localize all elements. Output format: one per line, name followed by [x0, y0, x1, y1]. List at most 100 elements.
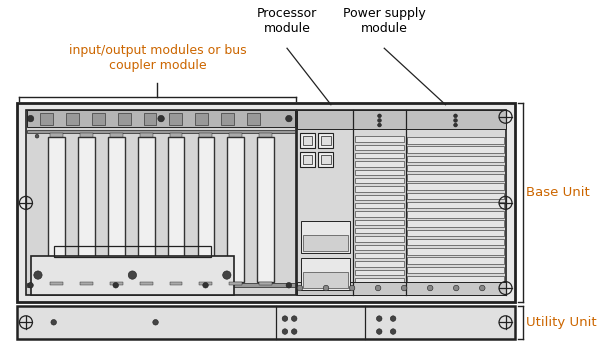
Circle shape [153, 320, 158, 325]
Circle shape [297, 285, 303, 291]
Circle shape [349, 285, 355, 291]
Bar [355, 161, 404, 167]
Bar [355, 178, 404, 184]
Bar [50, 133, 63, 137]
Bar [66, 113, 79, 125]
Bar [355, 269, 404, 275]
Bar [53, 246, 211, 257]
Bar [49, 137, 65, 282]
Bar [27, 130, 295, 133]
Bar [259, 133, 272, 137]
Circle shape [292, 329, 297, 334]
Bar [199, 282, 212, 285]
Bar [229, 133, 242, 137]
Bar [407, 257, 503, 264]
Bar [140, 282, 152, 285]
Bar [355, 136, 404, 142]
Bar [40, 113, 53, 125]
Text: Power supply
module: Power supply module [343, 7, 425, 35]
Bar [355, 219, 404, 225]
Circle shape [35, 134, 39, 138]
Bar [196, 113, 208, 125]
Bar [407, 285, 503, 292]
Circle shape [454, 123, 457, 127]
Bar [355, 144, 404, 150]
Circle shape [28, 115, 34, 122]
Bar [407, 193, 503, 199]
Circle shape [28, 283, 34, 288]
Bar [301, 221, 350, 253]
Circle shape [479, 285, 485, 291]
Bar [140, 133, 152, 137]
Bar [199, 133, 212, 137]
Bar [355, 203, 404, 208]
Circle shape [454, 114, 457, 118]
Bar [92, 113, 104, 125]
Circle shape [51, 320, 56, 325]
Bar [407, 239, 503, 245]
Bar [110, 282, 123, 285]
Bar [197, 137, 214, 282]
Circle shape [377, 119, 382, 122]
Bar [407, 146, 503, 153]
Bar [303, 136, 312, 146]
Bar [297, 110, 506, 295]
Bar [170, 133, 182, 137]
Circle shape [113, 283, 119, 288]
Bar [407, 211, 503, 218]
Bar [31, 256, 234, 295]
Bar [169, 113, 182, 125]
Bar [229, 282, 242, 285]
Circle shape [203, 283, 208, 288]
Circle shape [391, 329, 396, 334]
Bar [355, 186, 404, 192]
Bar [355, 211, 404, 217]
Bar [247, 113, 260, 125]
Circle shape [34, 271, 42, 279]
Bar [257, 137, 274, 282]
Bar [27, 110, 295, 127]
Circle shape [286, 115, 292, 122]
Bar [118, 113, 131, 125]
Bar [17, 306, 515, 339]
Bar [407, 220, 503, 227]
Bar [80, 133, 93, 137]
Circle shape [376, 316, 382, 321]
Text: Base Unit: Base Unit [526, 186, 590, 199]
Bar [227, 137, 244, 282]
Circle shape [427, 285, 433, 291]
Circle shape [391, 316, 396, 321]
Bar [355, 261, 404, 267]
Circle shape [454, 119, 457, 122]
Text: Processor
module: Processor module [257, 7, 317, 35]
Bar [17, 103, 515, 302]
Bar [221, 113, 234, 125]
Bar [355, 228, 404, 233]
Bar [143, 113, 157, 125]
Bar [407, 184, 503, 190]
Text: Utility Unit: Utility Unit [526, 316, 596, 329]
Bar [80, 282, 93, 285]
Bar [319, 152, 334, 167]
Bar [303, 235, 348, 251]
Circle shape [377, 114, 382, 118]
Bar [321, 136, 331, 146]
Bar [170, 282, 182, 285]
Bar [138, 137, 155, 282]
Bar [355, 245, 404, 250]
Bar [407, 174, 503, 181]
Bar [78, 137, 95, 282]
Bar [297, 110, 506, 129]
Circle shape [401, 285, 407, 291]
Bar [50, 282, 63, 285]
Bar [303, 272, 348, 288]
Bar [303, 155, 312, 164]
Circle shape [223, 271, 231, 279]
Bar [110, 133, 123, 137]
Circle shape [376, 285, 381, 291]
Bar [355, 153, 404, 158]
Bar [407, 155, 503, 162]
Circle shape [128, 271, 137, 279]
Bar [407, 165, 503, 171]
Bar [259, 282, 272, 285]
